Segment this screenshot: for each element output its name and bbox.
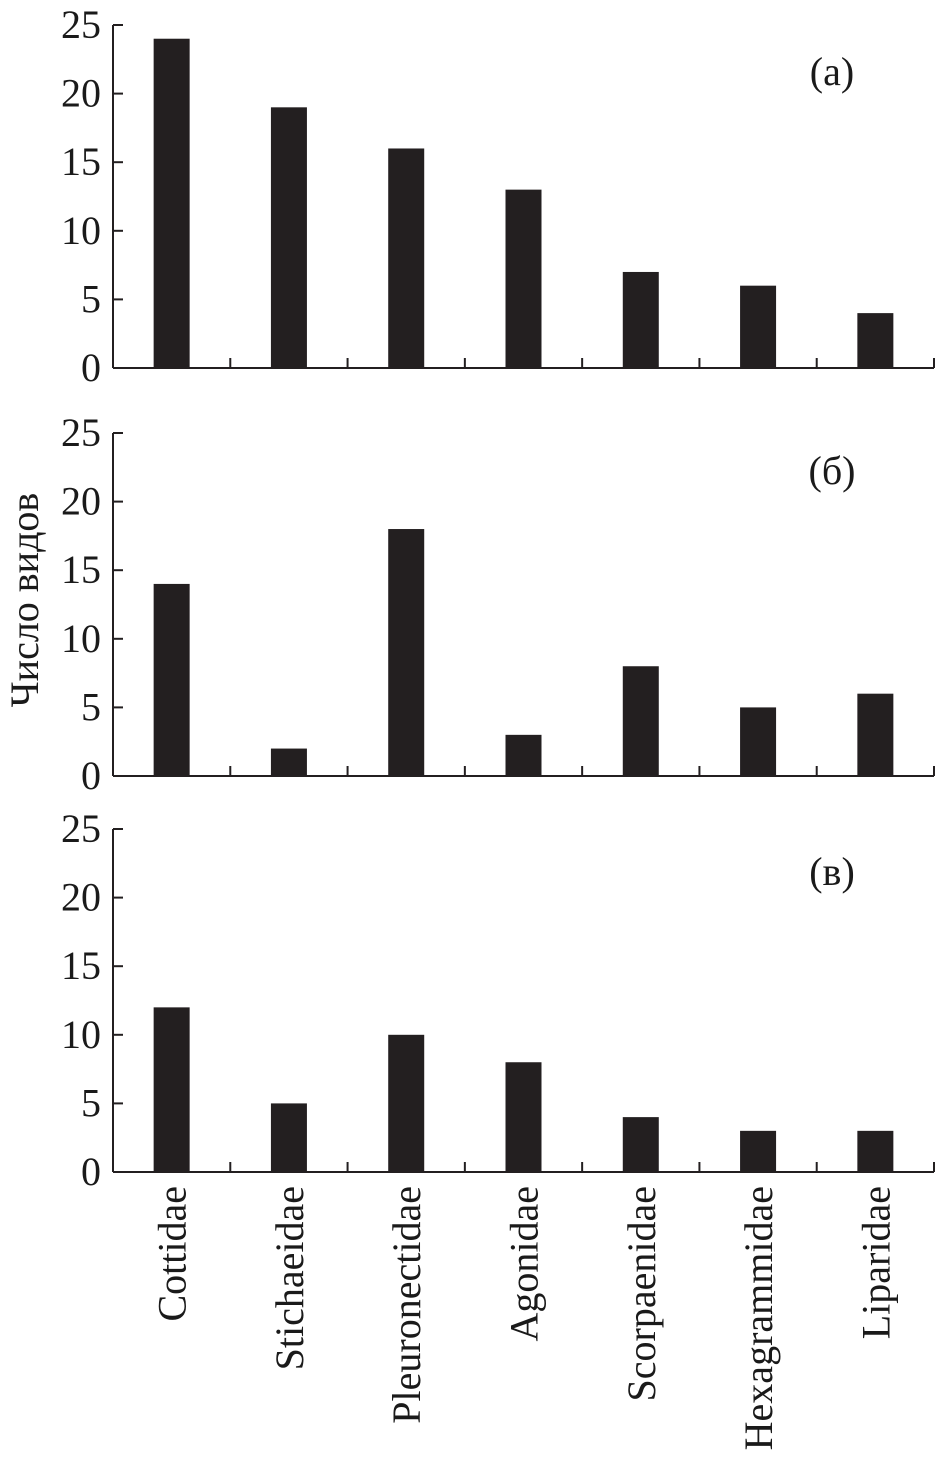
y-tick-label: 5 <box>81 276 101 321</box>
bar <box>153 38 190 368</box>
y-tick-label: 0 <box>81 753 101 798</box>
y-tick-label: 0 <box>81 345 101 390</box>
y-tick-label: 20 <box>61 71 101 116</box>
y-tick-label: 15 <box>61 139 101 184</box>
bar <box>740 707 777 776</box>
y-tick-label: 20 <box>61 479 101 524</box>
y-tick-label: 15 <box>61 547 101 592</box>
y-tick-label: 15 <box>61 943 101 988</box>
bar <box>857 313 894 368</box>
x-category-label: Liparidae <box>853 1186 898 1339</box>
bar <box>505 189 542 368</box>
bar <box>153 1007 190 1172</box>
panel-label: (б) <box>809 448 856 493</box>
x-category-label: Stichaeidae <box>267 1186 312 1370</box>
bar <box>153 583 190 776</box>
bar <box>622 271 659 368</box>
bar <box>270 1103 307 1172</box>
bar <box>622 1117 659 1172</box>
bar <box>740 1130 777 1172</box>
y-axis-label: Число видов <box>2 493 47 708</box>
y-tick-label: 10 <box>61 208 101 253</box>
bar <box>857 693 894 776</box>
y-tick-label: 5 <box>81 684 101 729</box>
bar <box>270 107 307 368</box>
bar <box>857 1130 894 1172</box>
x-category-label: Agonidae <box>502 1186 547 1342</box>
panel-label: (а) <box>810 49 854 94</box>
y-tick-label: 20 <box>61 875 101 920</box>
y-tick-label: 5 <box>81 1080 101 1125</box>
bar <box>505 1062 542 1172</box>
y-tick-label: 25 <box>61 2 101 47</box>
y-tick-label: 25 <box>61 410 101 455</box>
y-tick-label: 10 <box>61 616 101 661</box>
x-category-label: Scorpaenidae <box>619 1186 664 1401</box>
bar <box>270 748 307 776</box>
bar <box>388 1034 425 1172</box>
x-category-label: Hexagrammidae <box>736 1186 781 1450</box>
bar <box>740 285 777 368</box>
bar <box>388 529 425 776</box>
y-tick-label: 10 <box>61 1012 101 1057</box>
bar <box>388 148 425 368</box>
x-category-label: Cottidae <box>150 1186 195 1322</box>
y-tick-label: 0 <box>81 1149 101 1194</box>
bar <box>622 666 659 776</box>
panel-label: (в) <box>809 849 855 894</box>
y-tick-label: 25 <box>61 806 101 851</box>
bar <box>505 734 542 776</box>
x-category-label: Pleuronectidae <box>384 1186 429 1424</box>
